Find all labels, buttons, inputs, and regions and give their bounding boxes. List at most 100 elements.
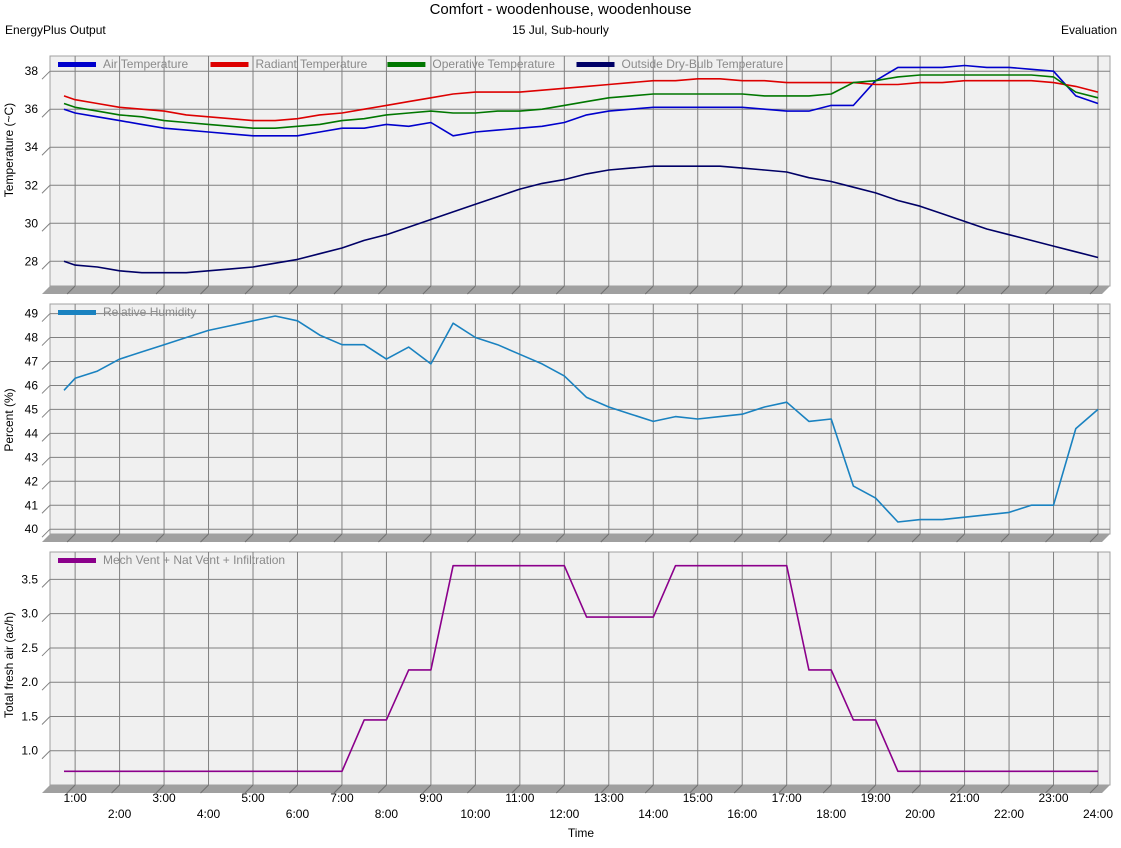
x-tick-label: 5:00 bbox=[241, 791, 265, 805]
y-tick-label: 2.5 bbox=[21, 641, 38, 655]
y-gridline-depth bbox=[41, 456, 51, 466]
x-gridline-depth bbox=[467, 533, 476, 543]
y-gridline-depth bbox=[41, 108, 51, 118]
plot-depth-floor bbox=[42, 286, 1110, 294]
x-gridline-depth bbox=[555, 533, 565, 543]
y-gridline-depth bbox=[41, 361, 51, 370]
y-gridline-depth bbox=[41, 750, 51, 760]
x-tick-label: 14:00 bbox=[638, 807, 668, 821]
y-tick-label: 46 bbox=[25, 378, 39, 392]
x-gridline-depth bbox=[956, 533, 965, 543]
y-tick-label: 42 bbox=[25, 474, 39, 488]
x-gridline-depth bbox=[644, 533, 654, 543]
x-gridline-depth bbox=[422, 285, 432, 295]
series-line bbox=[63, 315, 1099, 523]
x-gridline-depth bbox=[1000, 285, 1010, 295]
x-tick-label: 23:00 bbox=[1039, 791, 1069, 805]
x-axis-label: Time bbox=[568, 826, 595, 840]
x-gridline-depth bbox=[511, 533, 521, 543]
plot-depth-floor bbox=[42, 785, 1110, 793]
legend-swatch bbox=[210, 62, 249, 67]
y-gridline-depth bbox=[41, 409, 51, 418]
x-gridline-depth bbox=[422, 533, 432, 543]
x-gridline-depth bbox=[1089, 784, 1099, 794]
x-gridline-depth bbox=[333, 533, 343, 543]
x-gridline-depth bbox=[289, 784, 298, 794]
x-gridline-depth bbox=[155, 285, 165, 295]
x-gridline-depth bbox=[111, 784, 120, 794]
x-tick-label: 18:00 bbox=[816, 807, 846, 821]
x-gridline-depth bbox=[911, 285, 921, 295]
y-tick-label: 1.5 bbox=[21, 709, 38, 723]
y-tick-label: 3.0 bbox=[21, 607, 38, 621]
y-gridline-depth bbox=[41, 681, 51, 691]
x-gridline-depth bbox=[600, 533, 610, 543]
x-gridline-depth bbox=[822, 784, 832, 794]
x-gridline-depth bbox=[867, 784, 876, 794]
y-gridline-depth bbox=[41, 70, 51, 80]
y-gridline-depth bbox=[41, 433, 51, 442]
x-tick-label: 20:00 bbox=[905, 807, 935, 821]
x-tick-label: 7:00 bbox=[330, 791, 354, 805]
x-tick-label: 9:00 bbox=[419, 791, 443, 805]
x-gridline-depth bbox=[644, 285, 654, 295]
legend-swatch bbox=[58, 62, 96, 67]
x-gridline-depth bbox=[66, 533, 76, 543]
x-gridline-depth bbox=[200, 784, 209, 794]
y-gridline-depth bbox=[41, 222, 51, 232]
y-tick-label: 28 bbox=[25, 254, 39, 268]
x-tick-label: 17:00 bbox=[772, 791, 802, 805]
x-gridline-depth bbox=[511, 285, 521, 295]
x-gridline-depth bbox=[689, 285, 699, 295]
y-gridline-depth bbox=[41, 716, 51, 725]
x-gridline-depth bbox=[1089, 285, 1099, 295]
x-tick-label: 19:00 bbox=[861, 791, 891, 805]
x-gridline-depth bbox=[956, 285, 965, 295]
x-tick-label: 21:00 bbox=[950, 791, 980, 805]
y-axis-label: Temperature (~C) bbox=[2, 103, 16, 197]
x-gridline-depth bbox=[689, 533, 699, 543]
x-tick-label: 1:00 bbox=[63, 791, 87, 805]
x-tick-label: 16:00 bbox=[727, 807, 757, 821]
legend-entry: Relative Humidity bbox=[103, 305, 196, 319]
y-tick-label: 32 bbox=[25, 178, 39, 192]
y-gridline-depth bbox=[41, 385, 51, 394]
x-gridline-depth bbox=[1045, 285, 1054, 295]
y-tick-label: 47 bbox=[25, 355, 39, 369]
x-gridline-depth bbox=[1045, 784, 1054, 794]
y-axis-label: Percent (%) bbox=[2, 388, 16, 451]
x-gridline-depth bbox=[422, 784, 432, 794]
y-tick-label: 44 bbox=[25, 426, 39, 440]
plot-background bbox=[49, 55, 1111, 287]
y-tick-label: 49 bbox=[25, 307, 39, 321]
x-gridline-depth bbox=[867, 533, 876, 543]
x-tick-label: 13:00 bbox=[594, 791, 624, 805]
x-tick-label: 3:00 bbox=[152, 791, 176, 805]
x-gridline-depth bbox=[911, 533, 921, 543]
x-gridline-depth bbox=[66, 285, 76, 295]
x-gridline-depth bbox=[467, 285, 476, 295]
evaluation-label: Evaluation bbox=[1060, 23, 1117, 37]
y-tick-label: 41 bbox=[25, 498, 39, 512]
legend-swatch bbox=[58, 558, 96, 563]
x-tick-label: 4:00 bbox=[197, 807, 221, 821]
x-gridline-depth bbox=[378, 784, 387, 794]
y-gridline-depth bbox=[41, 337, 51, 346]
x-gridline-depth bbox=[822, 533, 832, 543]
legend-swatch bbox=[576, 62, 615, 67]
x-gridline-depth bbox=[467, 784, 476, 794]
y-gridline-depth bbox=[41, 647, 51, 657]
x-tick-label: 6:00 bbox=[286, 807, 310, 821]
y-gridline-depth bbox=[41, 579, 51, 588]
legend-entry: Air Temperature bbox=[103, 57, 188, 71]
x-gridline-depth bbox=[200, 285, 209, 295]
x-gridline-depth bbox=[378, 285, 387, 295]
y-tick-label: 40 bbox=[25, 522, 39, 536]
x-gridline-depth bbox=[111, 533, 120, 543]
y-tick-label: 1.0 bbox=[21, 744, 38, 758]
x-gridline-depth bbox=[822, 285, 832, 295]
x-gridline-depth bbox=[555, 285, 565, 295]
x-tick-label: 15:00 bbox=[683, 791, 713, 805]
x-gridline-depth bbox=[956, 784, 965, 794]
y-gridline-depth bbox=[41, 613, 51, 623]
